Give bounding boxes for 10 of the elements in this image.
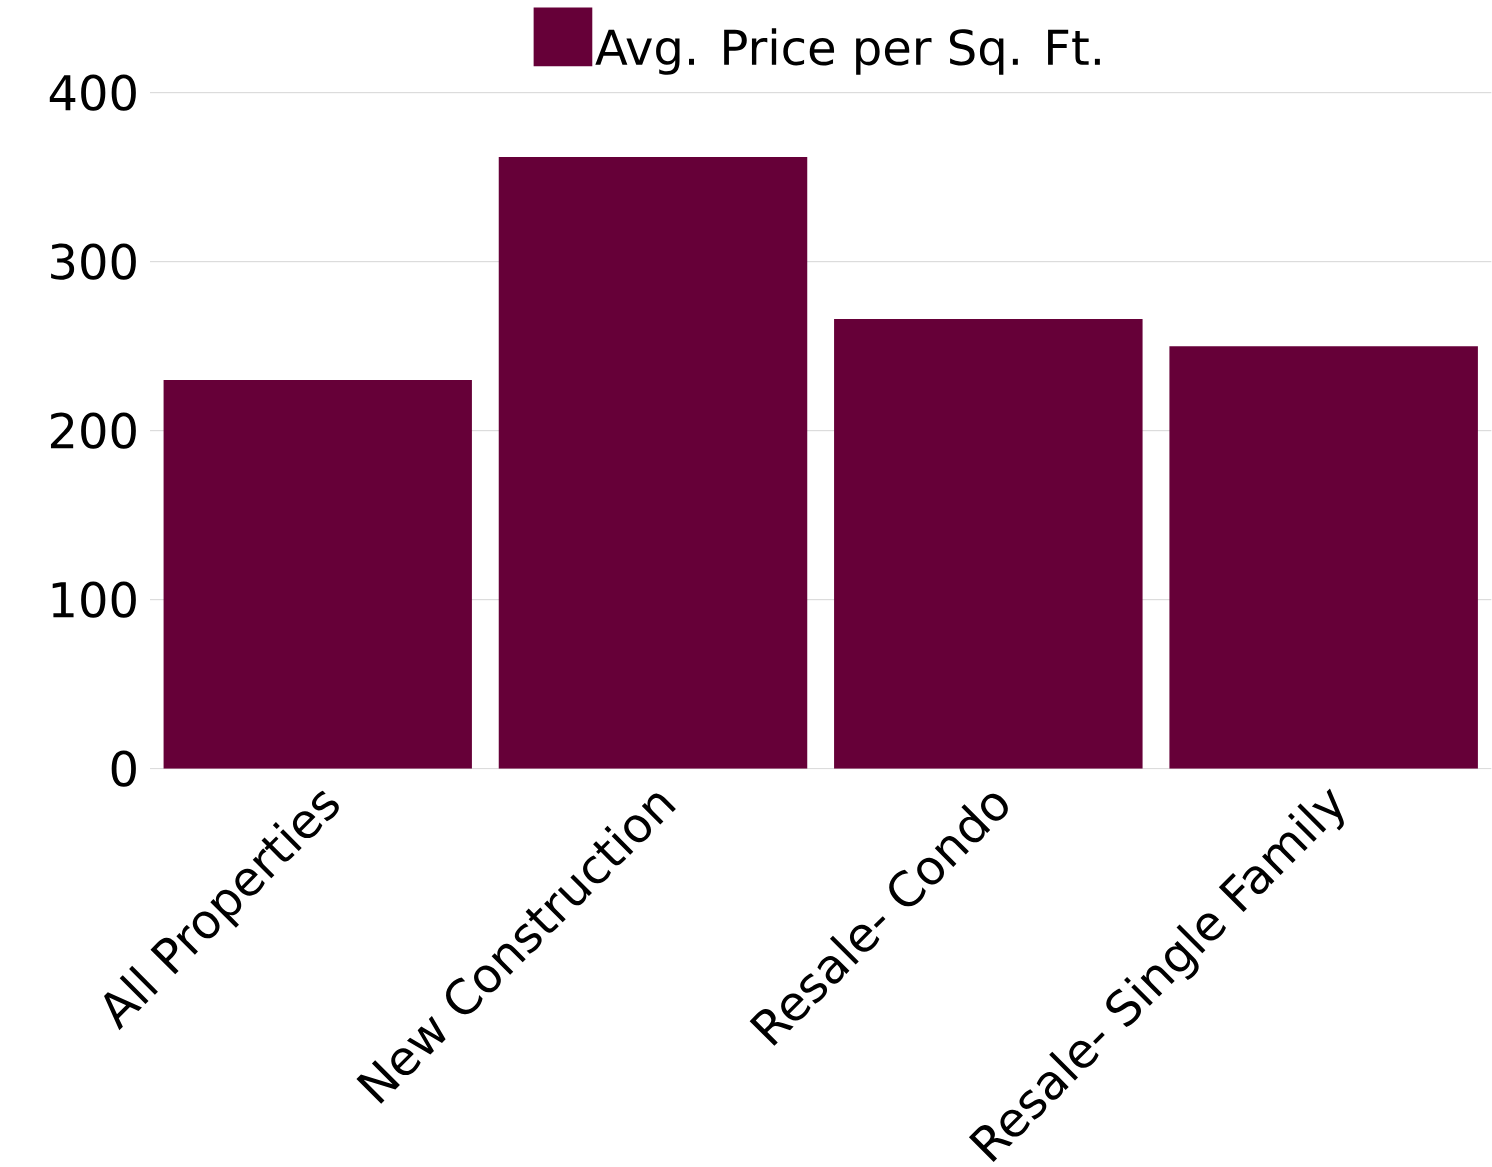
y-tick-label: 200 (50, 412, 136, 449)
legend-label: Avg. Price per Sq. Ft. (595, 28, 1100, 75)
bar (498, 157, 808, 769)
y-tick-label: 300 (51, 243, 136, 280)
y-tick-label: 0 (111, 750, 136, 787)
y-tick-label: 100 (52, 581, 136, 618)
bar (1169, 346, 1478, 769)
bar (834, 319, 1143, 769)
bar (163, 380, 472, 769)
y-tick-label: 400 (49, 74, 136, 111)
